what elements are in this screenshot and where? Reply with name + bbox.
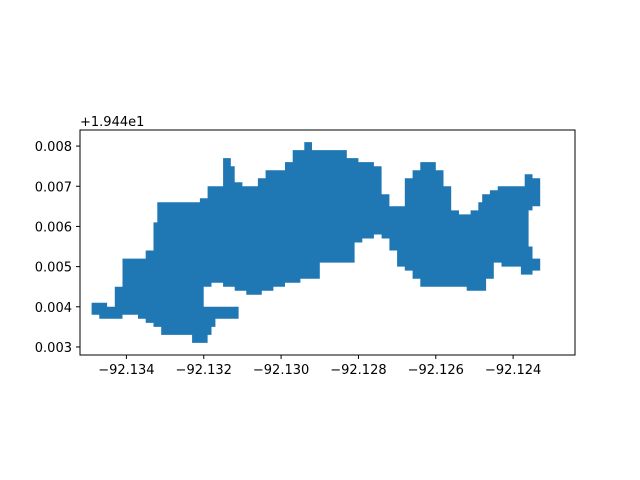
region-polygon [91,142,541,343]
y-tick-label: 0.007 [35,180,72,195]
x-axis: −92.134 −92.132 −92.130 −92.128 −92.126 −92.1… [98,355,541,378]
x-tick-label: −92.128 [330,363,386,378]
x-tick-label: −92.126 [408,363,464,378]
y-tick-label: 0.006 [35,220,72,235]
y-tick-label: 0.003 [35,341,72,356]
x-tick-label: −92.132 [176,363,232,378]
x-tick-label: −92.124 [485,363,541,378]
y-tick-label: 0.008 [35,140,72,155]
y-axis-offset-label: +1.944e1 [80,115,144,130]
plot-area [91,142,541,343]
y-axis: 0.003 0.004 0.005 0.006 0.007 0.008 [35,140,80,356]
y-tick-label: 0.005 [35,261,72,276]
x-tick-label: −92.130 [253,363,309,378]
x-tick-label: −92.134 [98,363,154,378]
y-tick-label: 0.004 [35,301,72,316]
axes-frame [79,129,576,356]
